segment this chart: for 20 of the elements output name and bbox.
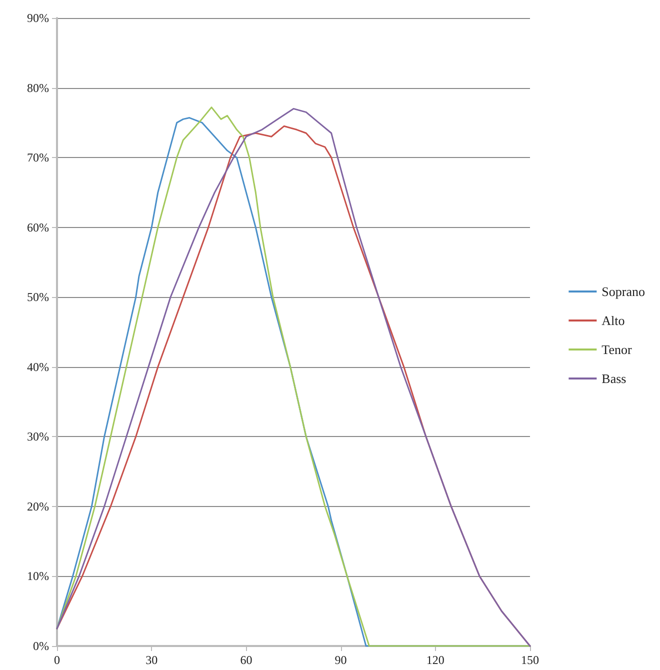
y-tick-label: 40% [27,360,49,374]
y-tick-label: 20% [27,499,49,514]
y-tick-label: 50% [27,290,49,304]
y-tick-label: 0% [33,639,49,653]
legend-label: Alto [602,313,625,328]
x-tick-label: 90 [334,653,347,667]
y-tick-label: 80% [27,80,49,95]
legend-label: Soprano [602,284,646,299]
legend-label: Tenor [602,342,632,357]
y-tick-label: 90% [27,11,49,25]
x-tick-label: 30 [146,653,158,667]
y-tick-label: 70% [27,150,49,165]
y-tick-label: 60% [27,220,49,234]
x-tick-label: 0 [54,653,60,667]
x-tick-label: 150 [521,653,539,667]
x-tick-label: 60 [240,653,252,667]
y-tick-label: 10% [27,569,49,584]
y-tick-label: 30% [27,430,49,444]
x-tick-label: 120 [426,653,444,667]
legend-label: Bass [602,371,626,386]
